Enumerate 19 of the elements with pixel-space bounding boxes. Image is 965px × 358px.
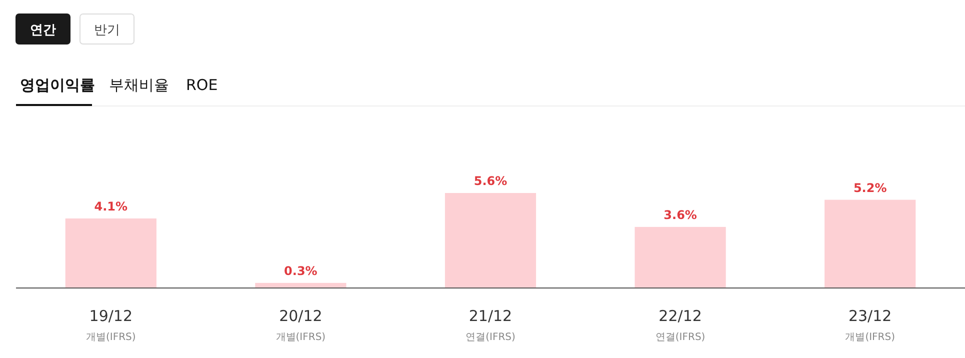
x-tick-label: 21/12 연결(IFRS) — [466, 307, 516, 343]
bar — [65, 218, 156, 288]
data-label: 3.6% — [664, 208, 697, 222]
x-tick-label: 20/12 개별(IFRS) — [276, 307, 326, 343]
x-tick-label: 22/12 연결(IFRS) — [655, 307, 706, 343]
text: ROE — [186, 76, 218, 94]
data-label: 5.6% — [474, 174, 508, 188]
text: 반기 — [94, 23, 120, 38]
text: 영업이익률 — [20, 76, 95, 94]
x-tick-label: 19/12 개별(IFRS) — [86, 307, 136, 343]
text: 연간 — [30, 23, 56, 38]
bar — [634, 226, 726, 288]
data-label: 0.3% — [284, 264, 318, 278]
data-label: 5.2% — [853, 180, 887, 195]
bar — [444, 193, 536, 288]
bar — [824, 200, 916, 288]
text: 부채비율 — [109, 76, 169, 94]
data-label: 4.1% — [94, 199, 128, 214]
x-tick-label: 23/12 개별(IFRS) — [845, 307, 896, 343]
